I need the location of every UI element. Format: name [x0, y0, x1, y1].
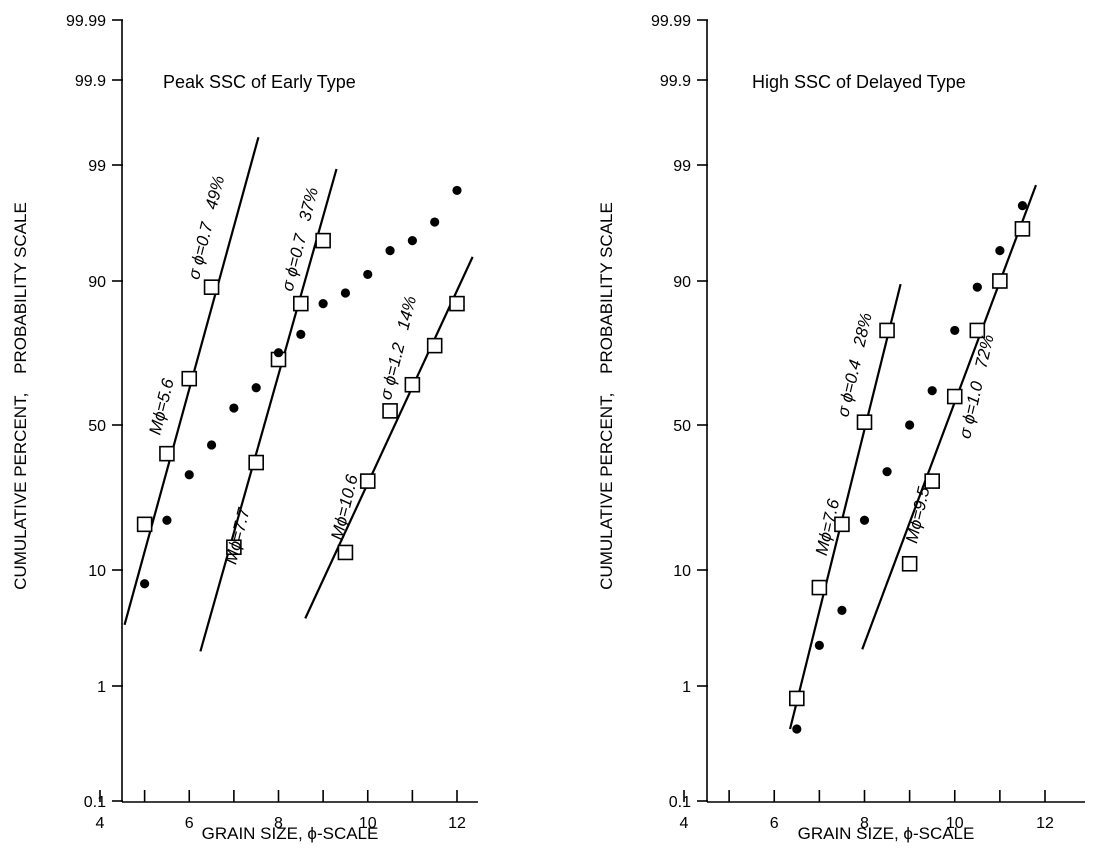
- square-data-point: [426, 337, 443, 354]
- dot-data-point: [162, 515, 172, 525]
- x-tick-label: 12: [448, 815, 466, 832]
- chart-title: Peak SSC of Early Type: [163, 72, 356, 92]
- square-data-point: [293, 295, 309, 312]
- dot-data-point: [318, 299, 328, 309]
- y-tick-label: 99.9: [660, 73, 691, 90]
- line-annotation: σ ϕ=0.7 49%: [184, 174, 228, 282]
- y-tick-label: 50: [673, 418, 691, 435]
- square-data-point: [136, 516, 153, 533]
- y-tick-label: 50: [88, 418, 106, 435]
- square-data-point: [382, 403, 398, 419]
- y-tick-label: 99: [88, 158, 106, 175]
- square-data-point: [181, 370, 198, 387]
- square-data-point: [924, 473, 940, 489]
- y-tick-label: 0.1: [669, 794, 691, 811]
- square-data-point: [404, 376, 421, 393]
- dot-data-point: [385, 246, 395, 256]
- y-tick-label: 10: [88, 563, 106, 580]
- x-tick-label: 8: [274, 815, 283, 832]
- dot-data-point: [229, 403, 239, 413]
- x-tick-label: 4: [96, 815, 105, 832]
- y-tick-label: 90: [673, 274, 691, 291]
- y-tick-label: 0.1: [84, 794, 106, 811]
- square-data-point: [203, 279, 220, 295]
- dot-data-point: [1017, 201, 1028, 211]
- y-axis-title: CUMULATIVE PERCENT, PROBABILITY SCALE: [11, 202, 30, 590]
- dot-data-point: [251, 383, 261, 393]
- square-data-point: [901, 555, 918, 572]
- dot-data-point: [859, 515, 870, 525]
- dot-data-point: [206, 440, 217, 450]
- x-axis-title: GRAIN SIZE, ϕ-SCALE: [798, 824, 975, 843]
- square-data-point: [969, 322, 986, 339]
- left-chart-panel: 0.1 1 10 50 90 99 99.9 99.99 4 6 8 10 12 GRAIN SIZE, …: [11, 13, 478, 843]
- dot-data-point: [407, 236, 417, 246]
- fit-line: [788, 283, 902, 730]
- dot-data-point: [452, 185, 462, 196]
- fit-line: [861, 184, 1038, 650]
- square-data-point: [856, 414, 873, 430]
- dot-data-point: [363, 269, 373, 280]
- dot-data-point: [814, 640, 824, 650]
- x-tick-label: 10: [946, 815, 964, 832]
- fit-line: [304, 256, 474, 619]
- dot-data-point: [340, 288, 351, 298]
- y-tick-label: 99.99: [66, 13, 106, 30]
- x-tick-label: 8: [860, 815, 869, 832]
- square-data-point: [946, 388, 963, 405]
- dot-data-point: [905, 420, 915, 430]
- line-annotation: σ ϕ=0.4 28%: [833, 311, 875, 419]
- dot-data-point: [184, 470, 194, 480]
- y-tick-label: 99.99: [651, 13, 691, 30]
- square-data-point: [315, 232, 331, 249]
- y-axis-title: CUMULATIVE PERCENT, PROBABILITY SCALE: [597, 202, 616, 590]
- y-tick-label: 99: [673, 158, 691, 175]
- right-chart-panel: 0.1 1 10 50 90 99 99.9 99.99 4 6 8 10 12 GRAIN SIZE, …: [597, 13, 1085, 843]
- dot-data-point: [995, 246, 1005, 256]
- square-data-point: [992, 273, 1008, 289]
- x-axis-title: GRAIN SIZE, ϕ-SCALE: [202, 824, 379, 843]
- square-data-point: [879, 322, 895, 339]
- dot-data-point: [927, 386, 937, 396]
- dot-data-point: [296, 329, 306, 339]
- square-data-point: [449, 295, 465, 312]
- square-data-point: [248, 454, 264, 471]
- y-tick-label: 10: [673, 563, 691, 580]
- dot-data-point: [882, 467, 892, 477]
- dot-data-point: [140, 579, 150, 589]
- y-tick-label: 99.9: [75, 73, 106, 90]
- dot-data-point: [430, 217, 440, 227]
- x-tick-label: 6: [185, 815, 194, 832]
- square-data-point: [811, 579, 828, 596]
- square-data-point: [226, 539, 242, 556]
- x-tick-label: 6: [770, 815, 779, 832]
- dot-data-point: [273, 348, 284, 358]
- dot-data-point: [792, 724, 802, 734]
- x-tick-label: 4: [680, 815, 689, 832]
- square-data-point: [1014, 221, 1031, 237]
- dot-data-point: [972, 282, 982, 292]
- dot-data-point: [950, 325, 960, 336]
- chart-title: High SSC of Delayed Type: [752, 72, 966, 92]
- square-data-point: [159, 445, 175, 462]
- y-tick-label: 1: [682, 679, 691, 696]
- square-data-point: [834, 516, 850, 533]
- dot-data-point: [837, 605, 847, 615]
- fit-line: [199, 168, 338, 652]
- square-data-point: [789, 690, 805, 707]
- line-annotation: Mϕ=9.5: [902, 484, 933, 545]
- square-data-point: [359, 473, 376, 489]
- square-data-point: [337, 544, 354, 561]
- y-tick-label: 1: [97, 679, 106, 696]
- line-annotation: Mϕ=7.7: [221, 506, 253, 567]
- x-tick-label: 10: [359, 815, 377, 832]
- line-annotation: Mϕ=5.6: [145, 376, 177, 437]
- x-tick-label: 12: [1036, 815, 1054, 832]
- y-tick-label: 90: [88, 274, 106, 291]
